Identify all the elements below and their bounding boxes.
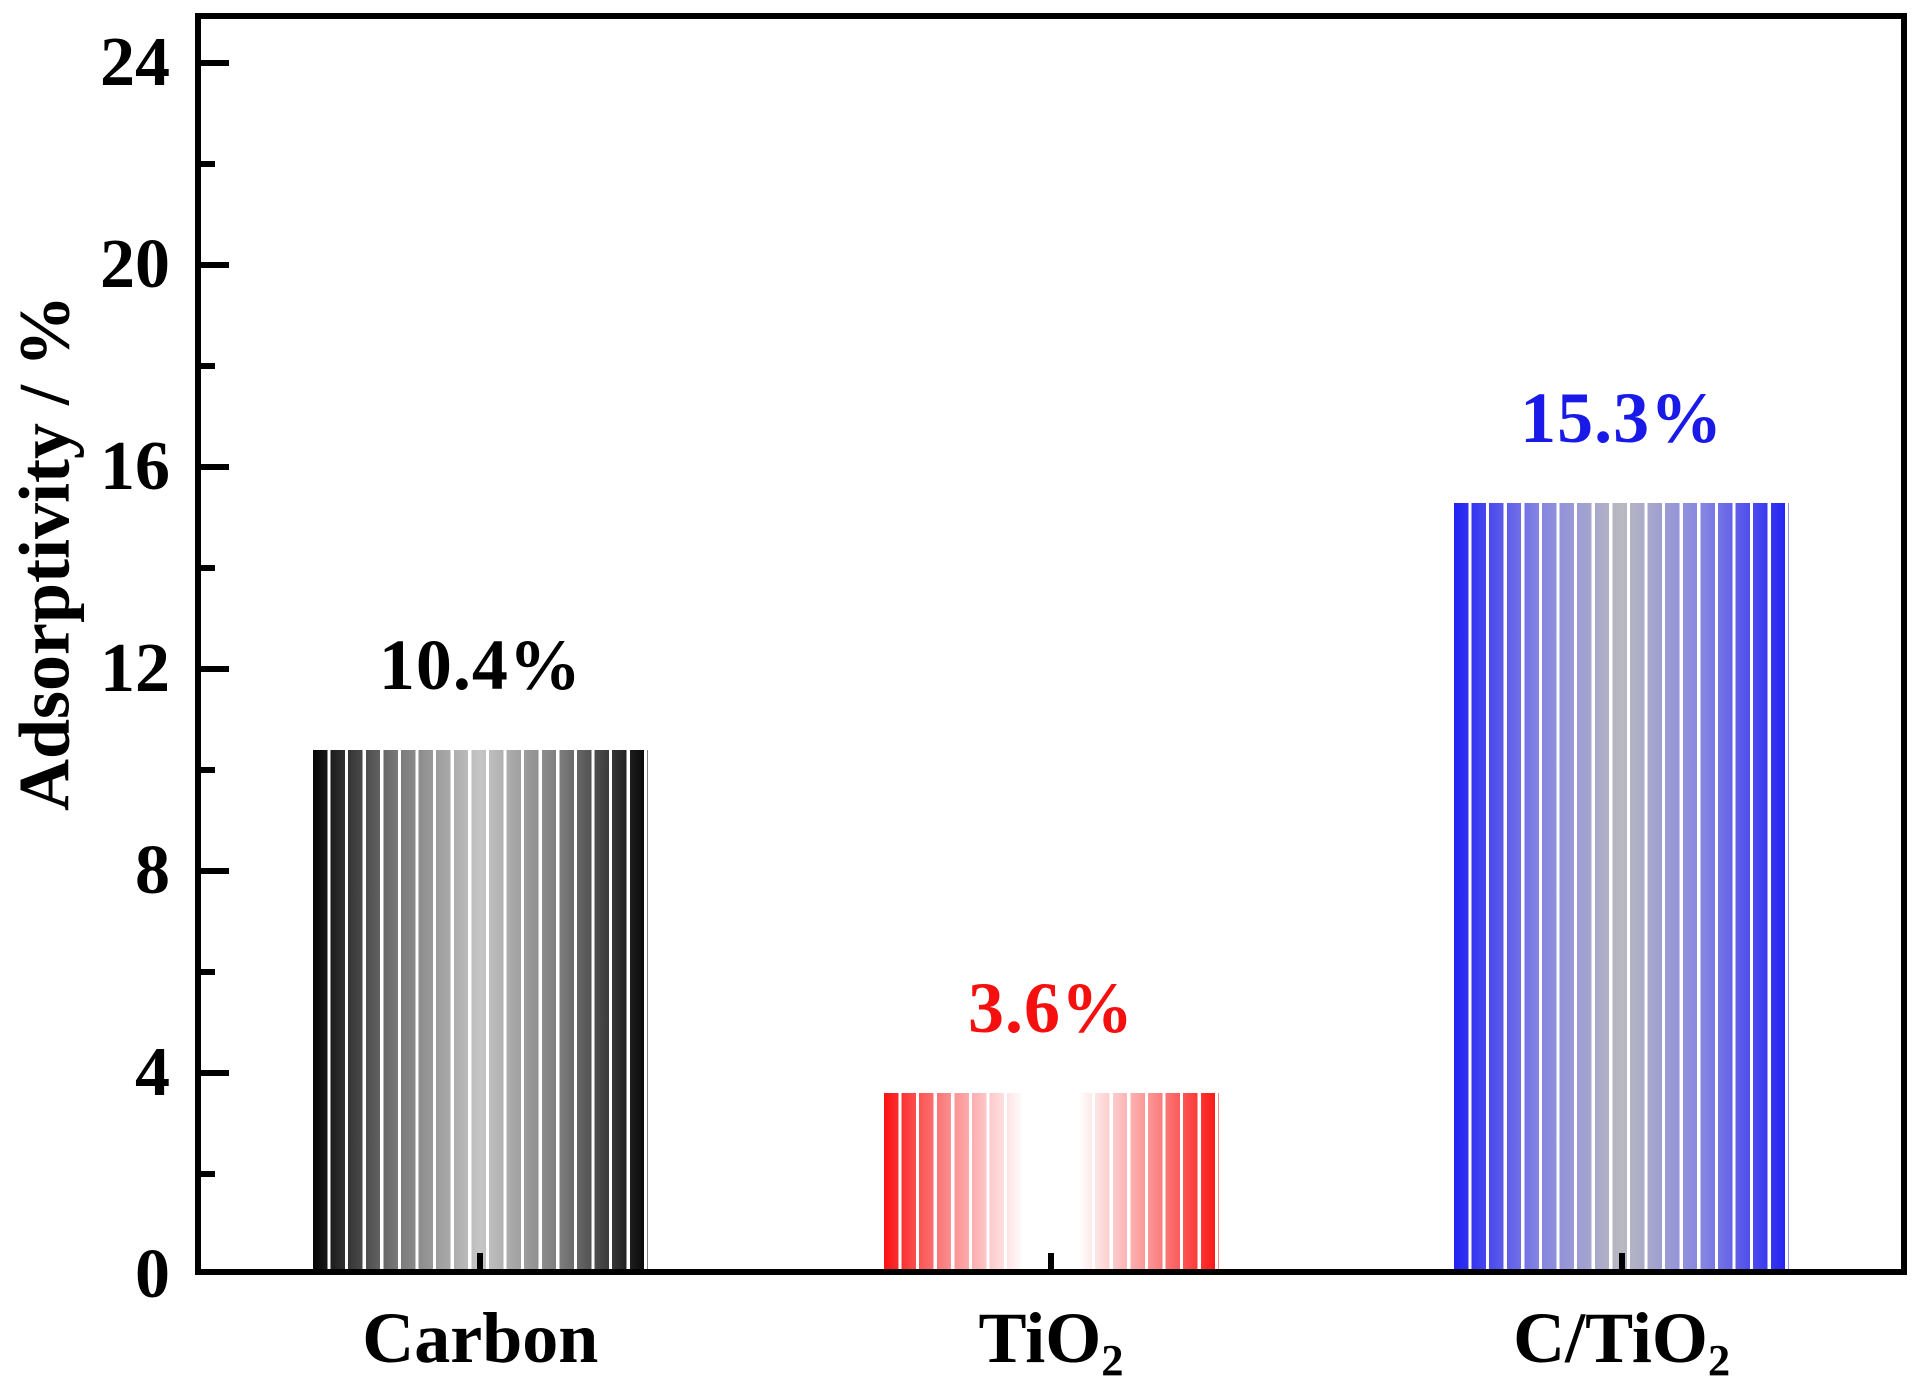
plot-frame xyxy=(195,13,1907,1275)
y-axis-tick-label: 4 xyxy=(135,1034,170,1112)
y-axis-minor-tick xyxy=(201,565,215,572)
y-axis-major-tick xyxy=(201,262,229,269)
bar-carbon xyxy=(312,750,648,1269)
bar-c-tio2 xyxy=(1454,502,1790,1269)
category-label-subscript: 2 xyxy=(1707,1335,1731,1386)
bar-tio2 xyxy=(883,1093,1219,1269)
y-axis-major-tick xyxy=(201,464,229,471)
value-label-c-tio2: 15.3% xyxy=(1520,377,1724,458)
y-axis-tick-label: 12 xyxy=(100,630,170,708)
y-axis-major-tick xyxy=(201,666,229,673)
y-axis-major-tick xyxy=(201,1070,229,1077)
y-axis-minor-tick xyxy=(201,767,215,774)
y-axis-minor-tick xyxy=(201,969,215,976)
y-axis-tick-label: 0 xyxy=(135,1236,170,1313)
y-axis-minor-tick xyxy=(201,161,215,168)
category-label-subscript: 2 xyxy=(1101,1335,1124,1386)
category-label-text: Carbon xyxy=(362,1298,599,1378)
category-label-text: C/TiO xyxy=(1513,1298,1708,1378)
value-label-carbon: 10.4% xyxy=(378,625,582,705)
y-axis-tick-label: 20 xyxy=(100,226,170,304)
x-axis-tick-tio2 xyxy=(1048,1253,1054,1269)
y-axis-major-tick xyxy=(201,60,229,67)
y-axis-minor-tick xyxy=(201,1171,215,1178)
category-label-carbon: Carbon xyxy=(200,1293,760,1383)
value-label-tio2: 3.6% xyxy=(968,968,1134,1049)
category-label-tio2: TiO2 xyxy=(771,1293,1331,1392)
y-axis-tick-label: 24 xyxy=(100,24,170,102)
category-label-c-tio2: C/TiO2 xyxy=(1342,1293,1902,1392)
y-axis-tick-label: 16 xyxy=(100,428,170,506)
x-axis-tick-carbon xyxy=(477,1253,484,1269)
y-axis-major-tick xyxy=(201,868,229,875)
y-axis-tick-label: 8 xyxy=(135,832,170,910)
y-axis-minor-tick xyxy=(201,363,215,370)
x-axis-tick-c-tio2 xyxy=(1618,1253,1625,1269)
category-label-text: TiO xyxy=(978,1298,1102,1378)
y-axis-title: Adsorptivity / % xyxy=(4,294,85,812)
